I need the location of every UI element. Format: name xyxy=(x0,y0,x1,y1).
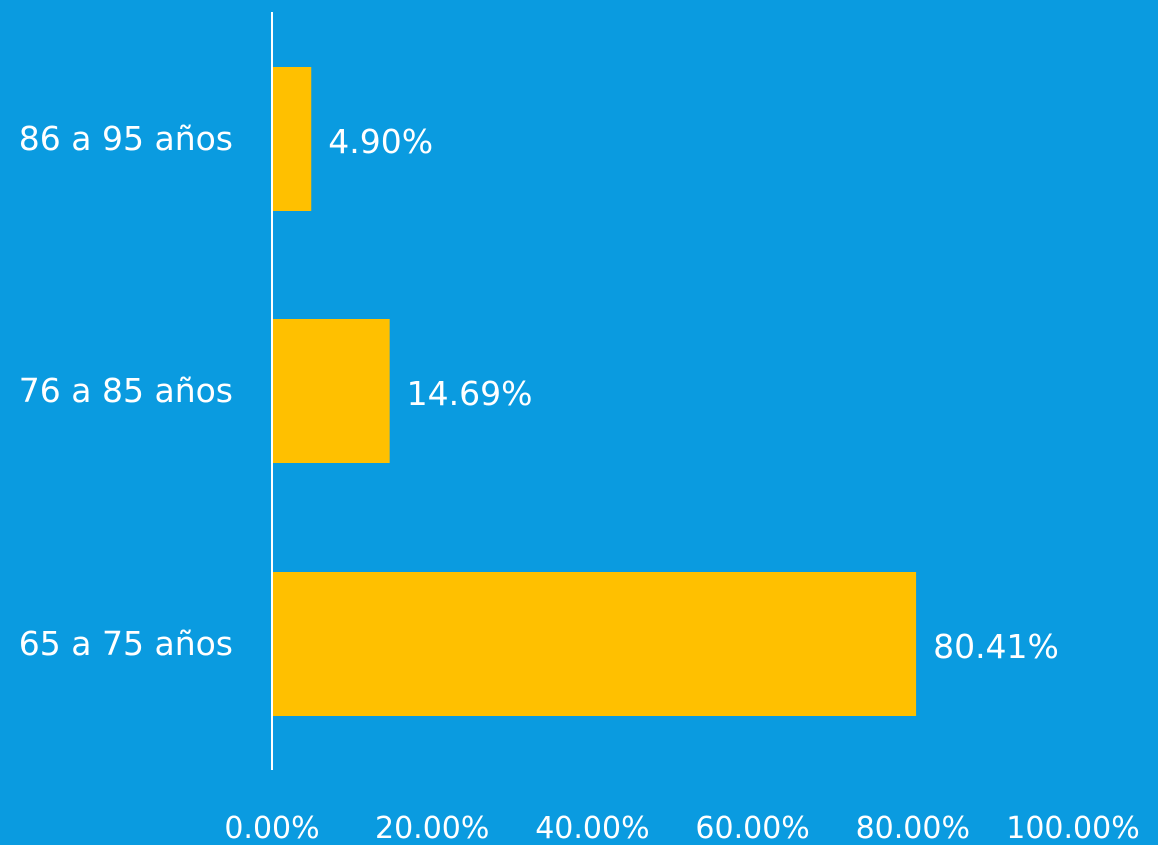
category-label: 76 a 85 años xyxy=(19,371,233,410)
bar-2 xyxy=(272,572,917,716)
bar-1 xyxy=(272,319,390,463)
data-label: 14.69% xyxy=(407,374,533,413)
x-tick-label: 0.00% xyxy=(224,811,319,845)
x-tick-label: 20.00% xyxy=(375,811,489,845)
category-labels-group: 86 a 95 años 76 a 85 años 65 a 75 años xyxy=(19,119,233,663)
category-label: 65 a 75 años xyxy=(19,624,233,663)
bar-0 xyxy=(272,67,312,211)
category-label: 86 a 95 años xyxy=(19,119,233,158)
data-label: 4.90% xyxy=(328,122,433,161)
x-tick-label: 60.00% xyxy=(695,811,809,845)
data-labels-group: 4.90% 14.69% 80.41% xyxy=(328,122,1059,666)
data-label: 80.41% xyxy=(933,627,1059,666)
bars-group xyxy=(272,67,917,716)
x-tick-label: 80.00% xyxy=(856,811,970,845)
x-tick-label: 100.00% xyxy=(1006,811,1139,845)
x-tick-label: 40.00% xyxy=(535,811,649,845)
x-tick-labels-group: 0.00% 20.00% 40.00% 60.00% 80.00% 100.00% xyxy=(224,811,1139,845)
